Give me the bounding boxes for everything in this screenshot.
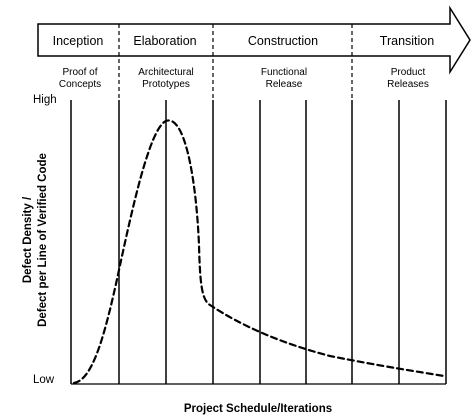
phase-label-elaboration: Elaboration <box>133 34 196 48</box>
y-axis-title-line2: Defect per Line of Verified Code <box>37 153 49 327</box>
iteration-lines <box>70 100 447 384</box>
phase-label-inception: Inception <box>53 34 104 48</box>
milestone-label-construction-line2: Release <box>266 79 303 90</box>
milestone-label-transition-line2: Releases <box>387 79 429 90</box>
milestone-label-transition-line1: Product <box>391 67 426 78</box>
defect-density-curve <box>72 119 446 385</box>
milestone-label-inception-line1: Proof of <box>62 67 97 78</box>
y-axis-title-line1: Defect Density / <box>22 196 34 283</box>
phase-label-transition: Transition <box>380 34 434 48</box>
y-axis-high-label: High <box>33 94 57 106</box>
phase-arrow-banner <box>37 5 471 75</box>
milestone-label-elaboration-line1: Architectural <box>138 67 194 78</box>
phase-label-construction: Construction <box>248 34 318 48</box>
milestone-label-construction-line1: Functional <box>261 67 307 78</box>
milestone-label-inception-line2: Concepts <box>59 79 101 90</box>
x-axis-title: Project Schedule/Iterations <box>184 403 332 415</box>
milestone-label-elaboration-line2: Prototypes <box>142 79 190 90</box>
y-axis-low-label: Low <box>33 374 55 386</box>
